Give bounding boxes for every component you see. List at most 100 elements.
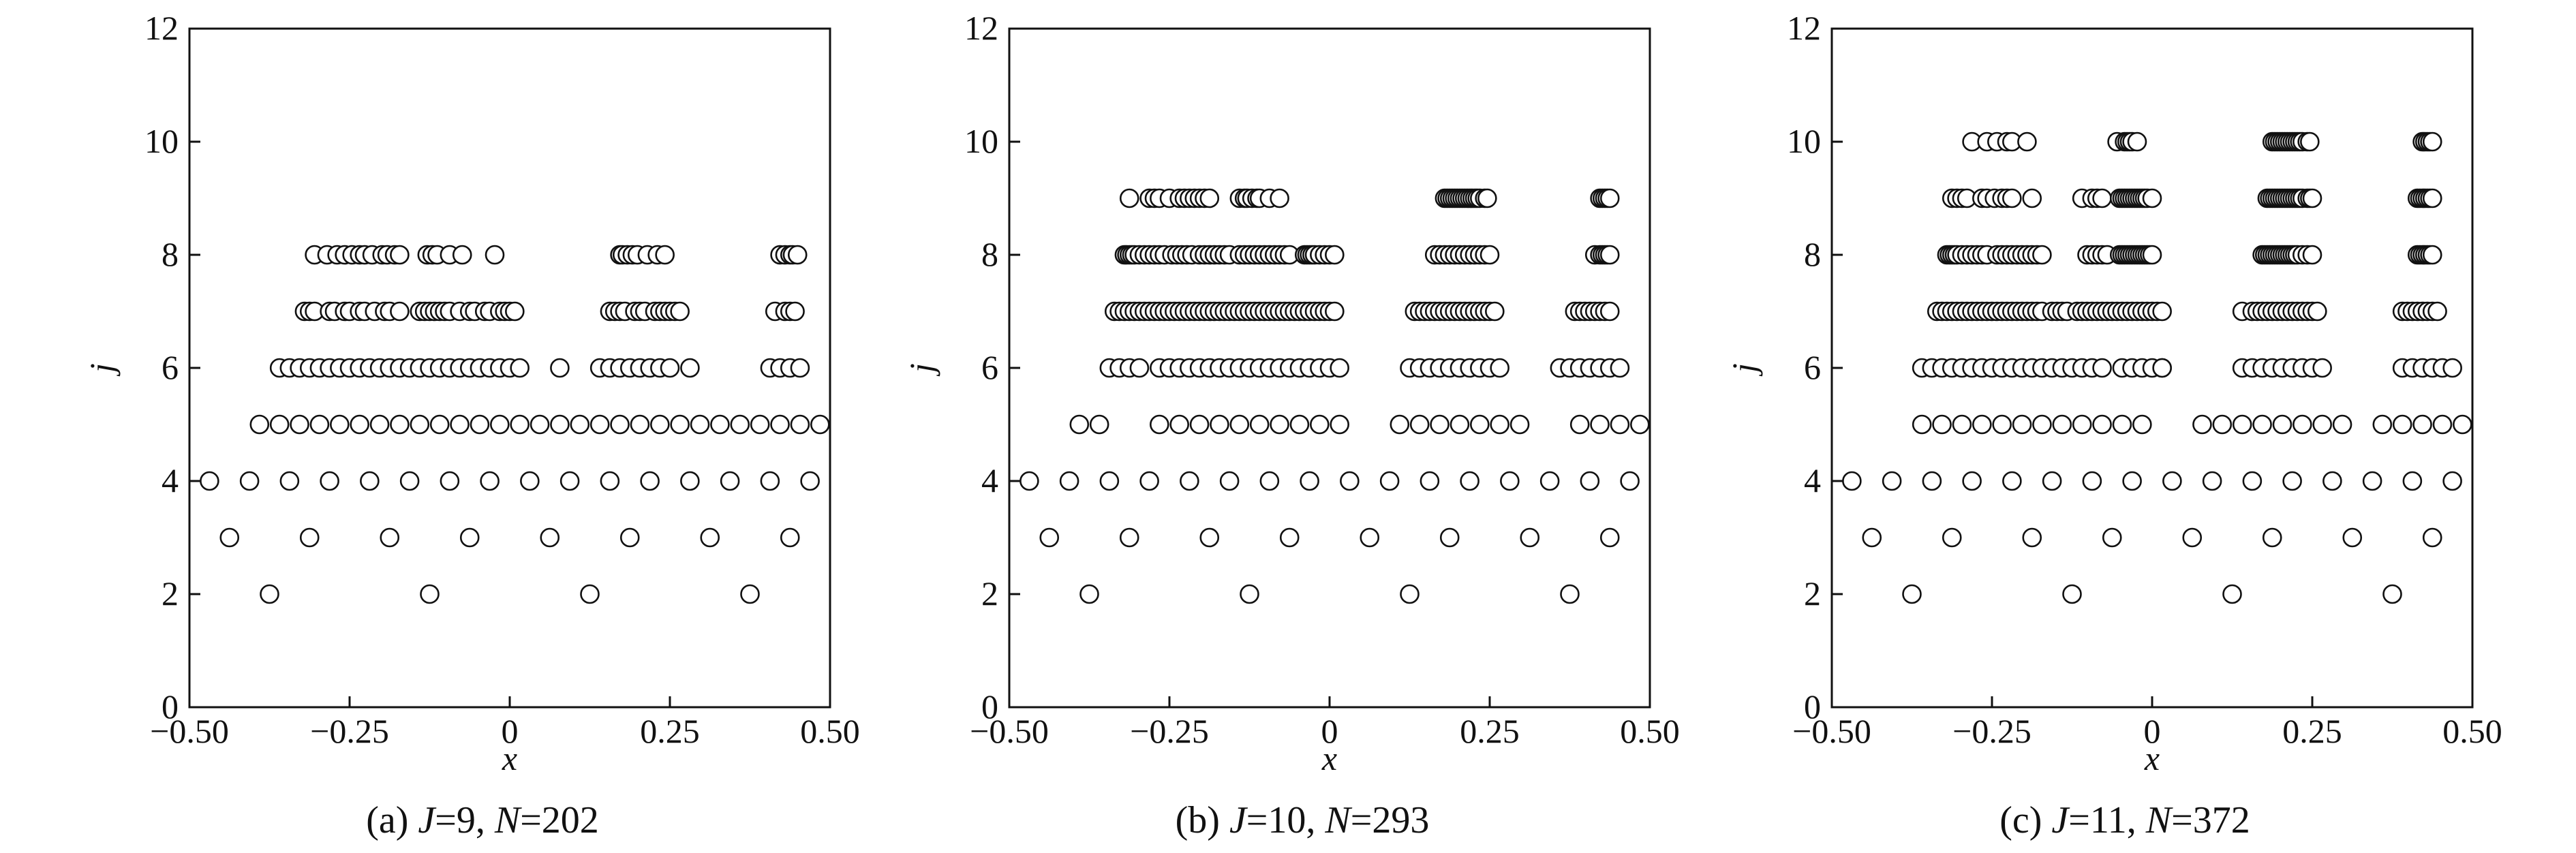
data-point [550,358,570,378]
y-tick-label: 4 [162,461,179,499]
data-point [2092,188,2112,208]
data-point [1270,414,1289,435]
data-point [2442,471,2462,491]
data-point [1119,527,1139,548]
data-point [1842,471,1862,491]
y-tick-label: 10 [1787,122,1821,160]
caption-n-value: =372 [2171,799,2250,841]
data-point [1972,414,1992,435]
data-point [2402,471,2423,491]
data-point [2422,527,2442,548]
data-point [2392,414,2412,435]
data-point [510,414,530,435]
data-point [1325,301,1345,322]
data-point [1539,471,1560,491]
y-tick-label: 0 [1804,687,1821,726]
chart-panel-2: 0 2 4 6 8 10 12 −0.50 −0.25 0 0.25 0.50 x j (c) J=11, … [1725,9,2502,841]
data-point [309,414,330,435]
data-point [470,414,490,435]
data-point [2202,471,2222,491]
y-axis-label: j [82,363,121,377]
data-point [680,358,700,378]
x-tick-label: 0.50 [1620,712,1680,750]
data-point [2132,414,2152,435]
x-tick-label: 0.25 [1460,712,1520,750]
data-point [1180,471,1199,491]
data-point [2232,414,2252,435]
data-point [2252,414,2272,435]
data-point [1400,584,1420,604]
data-point [559,471,580,491]
data-point [510,358,530,378]
data-points [200,245,830,604]
x-tick-label: 0.25 [640,712,700,750]
y-tick-label: 6 [162,348,179,386]
data-point [1229,414,1250,435]
data-point [1199,527,1220,548]
data-point [1470,414,1490,435]
data-point [619,527,640,548]
caption-n-label: N [494,799,522,841]
data-point [1099,471,1120,491]
data-point [2112,414,2132,435]
data-point [2212,414,2233,435]
data-point [1019,471,1039,491]
data-point [2422,131,2442,152]
data-point [730,414,750,435]
data-point [2152,301,2172,322]
data-point [360,471,380,491]
data-point [1490,358,1509,378]
y-tick-label: 12 [144,9,179,47]
y-tick-label: 8 [1804,235,1821,273]
data-point [452,245,472,265]
data-point [2272,414,2293,435]
data-point [1069,414,1090,435]
caption-j-value: =11, [2068,799,2146,841]
data-point [505,301,525,322]
data-points [1019,188,1650,604]
data-point [1210,414,1229,435]
data-point [330,414,350,435]
data-point [680,471,700,491]
data-point [1150,414,1169,435]
data-point [790,358,810,378]
x-tick-label: −0.50 [150,712,229,750]
data-point [1479,245,1500,265]
data-point [690,414,710,435]
data-point [2307,301,2327,322]
x-tick-label: −0.25 [1952,712,2031,750]
caption-j-label: J [2051,799,2070,841]
data-point [485,245,505,265]
data-point [1500,471,1520,491]
data-point [2382,584,2402,604]
caption-n-value: =293 [1351,799,1430,841]
data-point [740,584,760,604]
data-point [787,245,808,265]
data-point [1599,245,1620,265]
data-point [2012,414,2032,435]
data-point [2042,471,2062,491]
caption-j-value: =10, [1246,799,1325,841]
x-tick-label: −0.25 [1130,712,1209,750]
y-tick-label: 8 [981,235,998,273]
data-point [1439,527,1460,548]
data-point [1580,471,1600,491]
data-point [1330,414,1349,435]
data-point [2002,188,2022,208]
data-point [1477,188,1497,208]
data-point [2092,414,2112,435]
data-point [2453,414,2472,435]
data-point [650,414,670,435]
data-points [1842,131,2472,604]
data-point [2052,414,2072,435]
caption-prefix: (c) [1999,799,2051,841]
data-point [1485,301,1505,322]
data-point [550,414,570,435]
panel-caption: (b) J=10, N=293 [1176,799,1430,841]
data-point [660,358,680,378]
data-point [269,414,290,435]
data-point [710,414,730,435]
y-tick-label: 0 [981,687,998,726]
data-point [1630,414,1650,435]
data-point [1599,527,1620,548]
